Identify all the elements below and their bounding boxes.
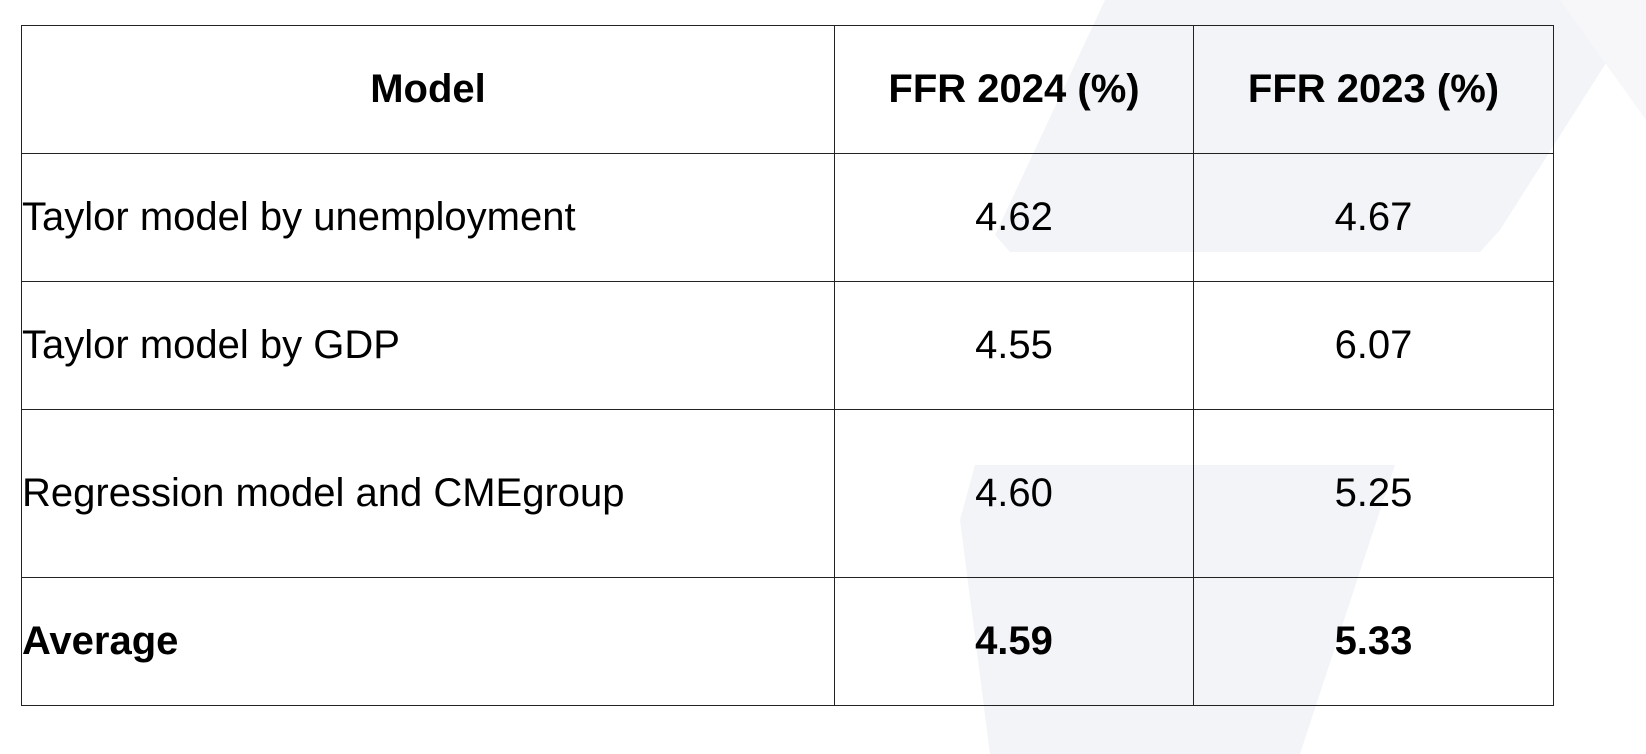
value-cell: 4.60 xyxy=(834,409,1194,578)
value-cell: 6.07 xyxy=(1193,281,1554,410)
row-label: Regression model and CMEgroup xyxy=(21,409,835,578)
bg-shape xyxy=(1120,0,1646,120)
row-label: Taylor model by unemployment xyxy=(21,153,835,282)
row-label: Taylor model by GDP xyxy=(21,281,835,410)
value-cell: 4.67 xyxy=(1193,153,1554,282)
value-cell: 4.59 xyxy=(834,577,1194,706)
value-cell: 5.25 xyxy=(1193,409,1554,578)
header-cell: FFR 2024 (%) xyxy=(834,25,1194,154)
row-label: Average xyxy=(21,577,835,706)
header-cell: FFR 2023 (%) xyxy=(1193,25,1554,154)
table-row: Taylor model by GDP 4.55 6.07 xyxy=(21,281,1554,410)
table-row: Taylor model by unemployment 4.62 4.67 xyxy=(21,153,1554,282)
value-cell: 5.33 xyxy=(1193,577,1554,706)
value-cell: 4.62 xyxy=(834,153,1194,282)
data-table: Model FFR 2024 (%) FFR 2023 (%) Taylor mod… xyxy=(21,25,1554,706)
header-row: Model FFR 2024 (%) FFR 2023 (%) xyxy=(21,25,1554,154)
table-row: Regression model and CMEgroup 4.60 5.25 xyxy=(21,409,1554,578)
table-row: Average 4.59 5.33 xyxy=(21,577,1554,706)
header-cell: Model xyxy=(21,25,835,154)
value-cell: 4.55 xyxy=(834,281,1194,410)
